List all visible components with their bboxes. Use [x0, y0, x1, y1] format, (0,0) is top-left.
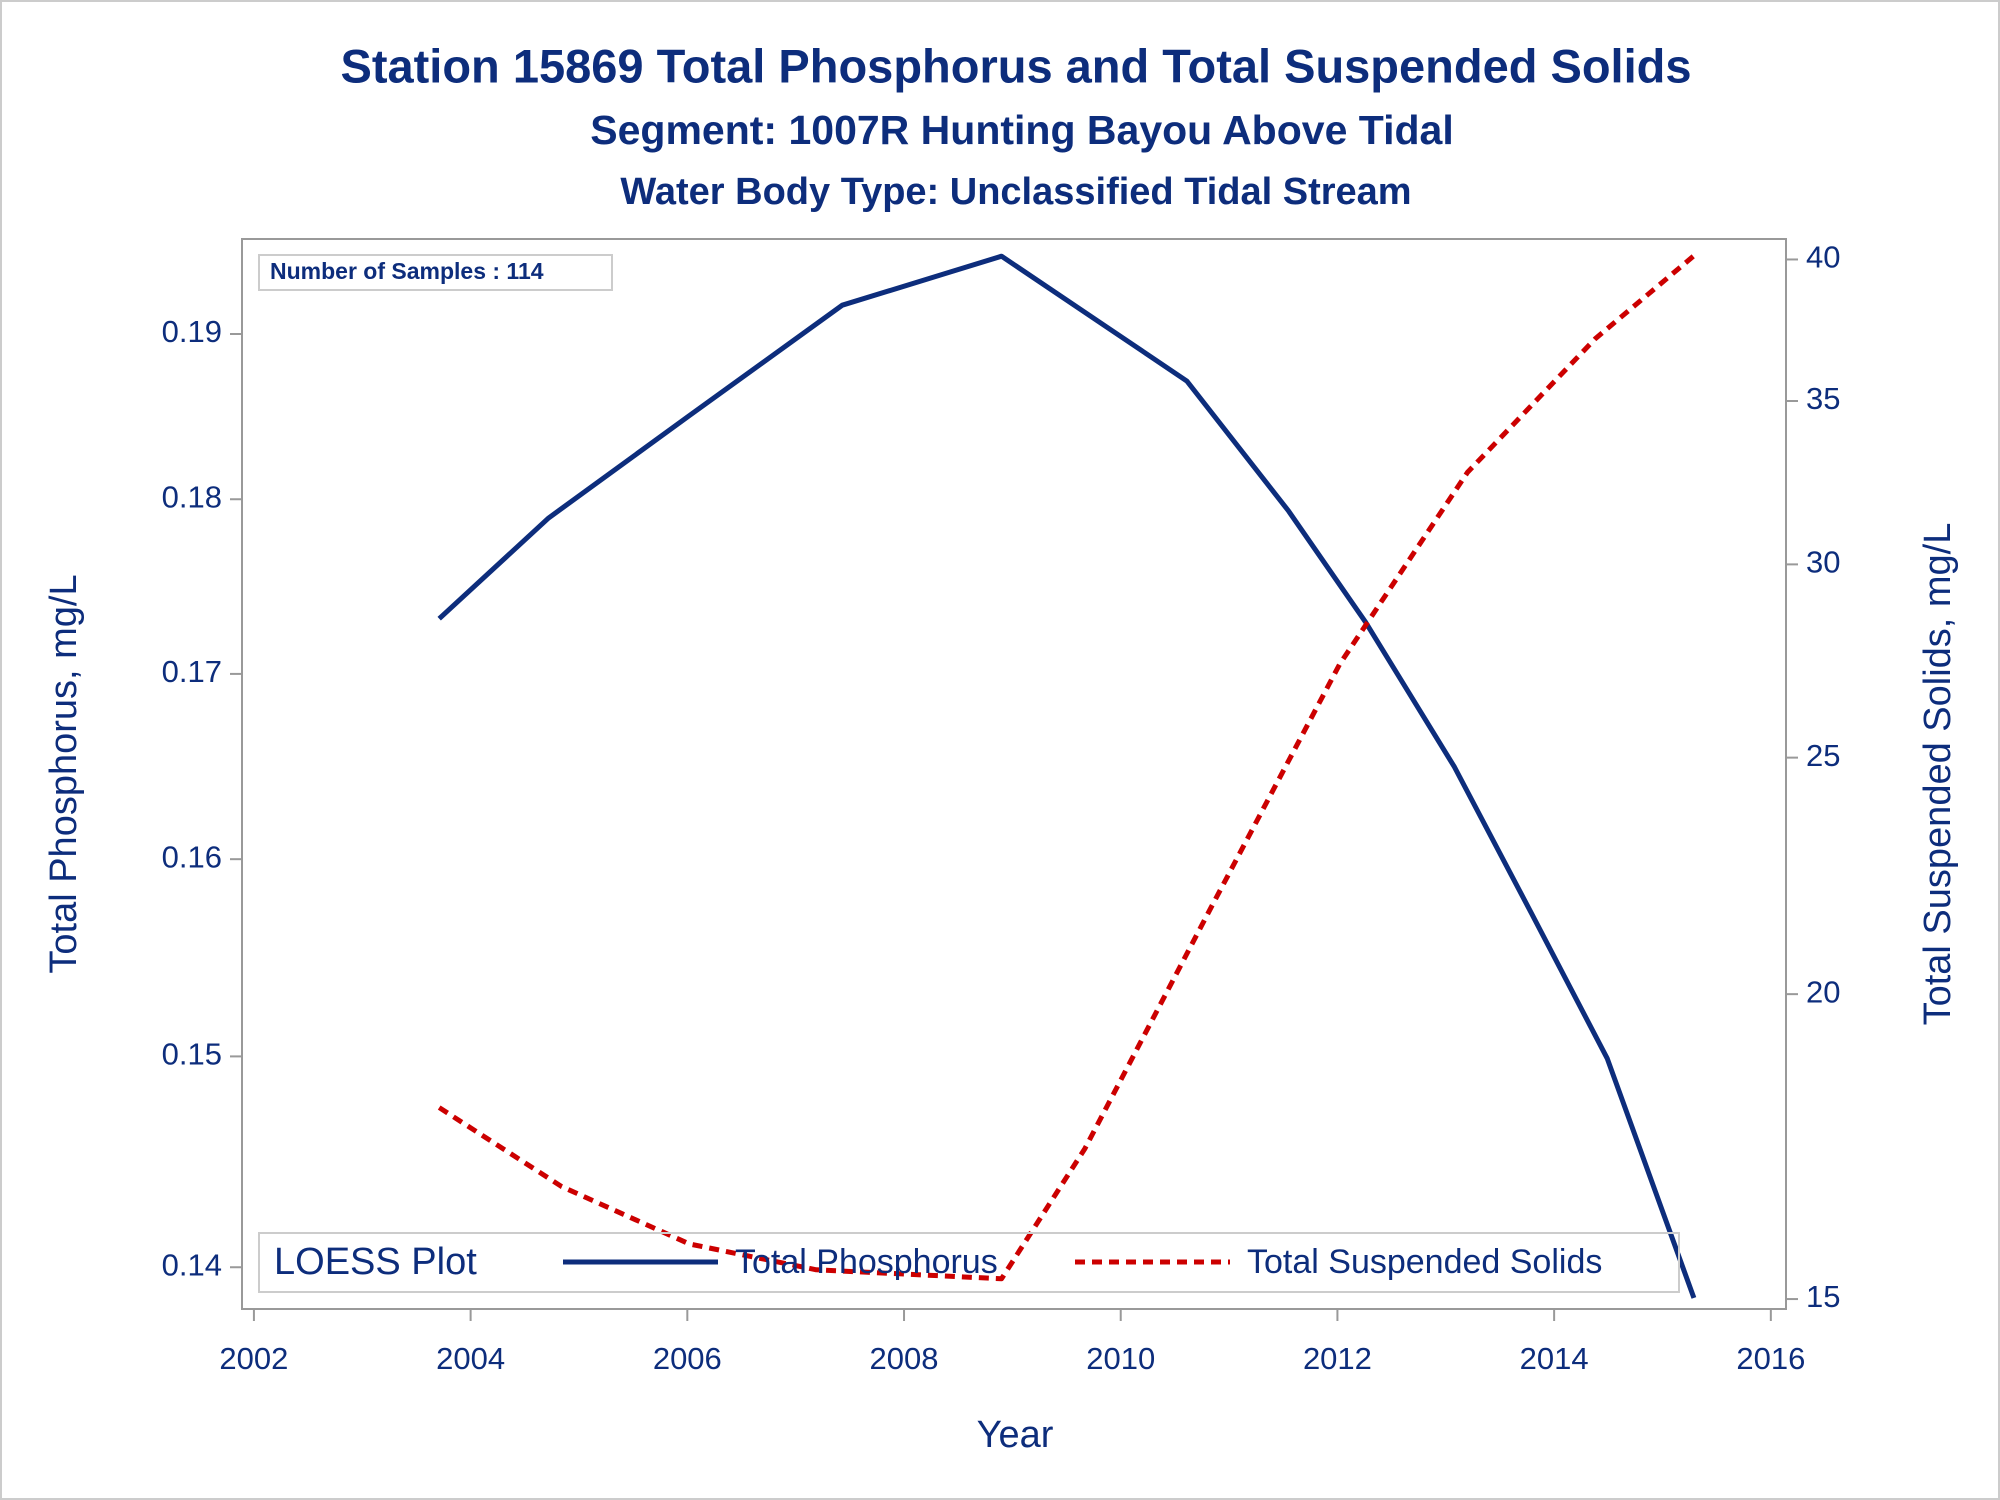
x-tick-label: 2006	[653, 1341, 722, 1376]
y2-tick-label: 40	[1806, 240, 1840, 275]
x-tick-label: 2016	[1736, 1341, 1805, 1376]
y2-tick-label: 25	[1806, 738, 1840, 773]
plot-area	[241, 238, 1787, 1310]
y2-tick-label: 15	[1806, 1279, 1840, 1314]
y-tick-label: 0.19	[162, 314, 222, 349]
legend-label: Total Phosphorus	[735, 1243, 998, 1281]
chart-title: Station 15869 Total Phosphorus and Total…	[341, 39, 1692, 92]
y-axis-label: Total Phosphorus, mg/L	[43, 574, 85, 973]
x-tick-label: 2010	[1086, 1341, 1155, 1376]
y-tick-label: 0.16	[162, 839, 222, 874]
y-tick-label: 0.17	[162, 654, 222, 689]
legend-label: Total Suspended Solids	[1247, 1243, 1602, 1281]
y-tick-label: 0.14	[162, 1247, 222, 1282]
line-series	[437, 253, 1697, 1299]
chart-subtitle: Segment: 1007R Hunting Bayou Above Tidal	[590, 107, 1453, 153]
x-tick-label: 2012	[1303, 1341, 1372, 1376]
y-tick-label: 0.18	[162, 479, 222, 514]
x-tick-label: 2014	[1520, 1341, 1589, 1376]
x-axis-label: Year	[977, 1414, 1054, 1456]
line-series	[437, 253, 1696, 1282]
annotation: Number of Samples : 114	[270, 258, 544, 284]
y2-tick-label: 35	[1806, 381, 1840, 416]
legend-title: LOESS Plot	[274, 1241, 477, 1283]
annotation-box	[258, 254, 613, 291]
y-tick-label: 0.15	[162, 1037, 222, 1072]
y2-tick-label: 20	[1806, 974, 1840, 1009]
y2-tick-label: 30	[1806, 545, 1840, 580]
y2-axis-label: Total Suspended Solids, mg/L	[1917, 523, 1959, 1026]
x-tick-label: 2008	[870, 1341, 939, 1376]
legend-box	[258, 1232, 1680, 1293]
x-tick-label: 2004	[436, 1341, 505, 1376]
chart-subtitle: Water Body Type: Unclassified Tidal Stre…	[620, 171, 1411, 213]
x-tick-label: 2002	[219, 1341, 288, 1376]
